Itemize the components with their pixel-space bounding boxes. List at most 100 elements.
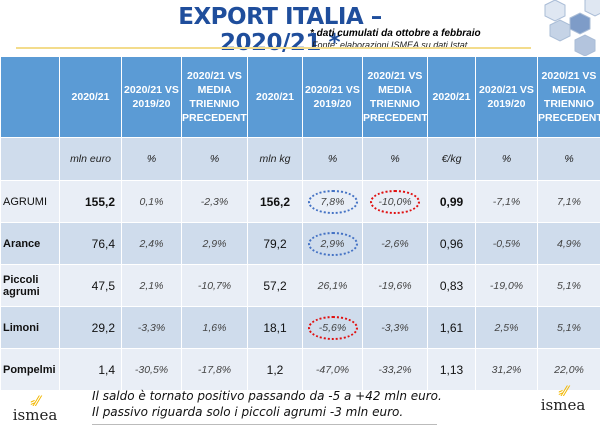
cell-value: 2,9%: [202, 237, 227, 250]
data-cell: 2,4%: [121, 222, 182, 265]
data-cell: -3,3%: [362, 306, 428, 349]
data-cell: 47,5: [59, 264, 122, 307]
ismea-logo-left: ⸗⁄⁄ ismea: [10, 394, 60, 424]
data-cell: 1,4: [59, 348, 122, 391]
data-cell: -33,2%: [362, 348, 428, 391]
data-cell: -19,6%: [362, 264, 428, 307]
data-cell: 2,9%: [181, 222, 248, 265]
cell-value: -19,0%: [489, 279, 524, 292]
data-cell: 155,2: [59, 180, 122, 223]
cell-value: 47,5: [91, 278, 115, 293]
cell-value: 1,2: [266, 362, 284, 377]
title-divider: [16, 47, 531, 49]
data-cell: 5,1%: [537, 264, 600, 307]
cell-value: 1,13: [439, 362, 464, 377]
table-row: Arance 76,4 2,4% 2,9% 79,2 2,9% -2,6% 0,96 -0,5%…: [0, 222, 600, 265]
cell-value: -2,3%: [200, 195, 229, 208]
data-cell: 26,1%: [302, 264, 363, 307]
data-cell: -2,6%: [362, 222, 428, 265]
cell-value: -7,1%: [492, 195, 521, 208]
cell-value: 156,2: [259, 194, 291, 209]
column-header: 2020/21 VS 2019/20: [121, 56, 182, 138]
data-cell: 22,0%: [537, 348, 600, 391]
data-cell: 18,1: [247, 306, 303, 349]
data-cell: 2,1%: [121, 264, 182, 307]
cell-value: 1,4: [98, 362, 115, 377]
highlight-ellipse: [307, 231, 358, 256]
logo-mark-icon: ⸗⁄⁄: [30, 394, 40, 410]
data-cell: -17,8%: [181, 348, 248, 391]
unit-cell: %: [121, 137, 182, 181]
column-header: 2020/21: [59, 56, 122, 138]
data-cell: 1,61: [427, 306, 476, 349]
column-header: 2020/21: [247, 56, 303, 138]
data-cell: -5,6%: [302, 306, 363, 349]
data-cell: 5,1%: [537, 306, 600, 349]
cell-value: -3,3%: [381, 321, 409, 334]
data-cell: 1,2: [247, 348, 303, 391]
column-header: 2020/21 VS MEDIA TRIENNIO PRECEDENTE: [537, 56, 600, 138]
unit-cell: mln euro: [59, 137, 122, 181]
column-header: 2020/21 VS MEDIA TRIENNIO PRECEDENTE: [362, 56, 435, 138]
cell-value: 18,1: [263, 320, 287, 335]
table-row: Piccoli agrumi 47,5 2,1% -10,7% 57,2 26,1% -19…: [0, 264, 600, 307]
units-row: mln euro%% mln kg%% €/kg%%: [0, 137, 600, 181]
cell-value: 5,1%: [557, 321, 581, 334]
cell-value: 0,99: [439, 194, 464, 209]
unit-cell: %: [302, 137, 363, 181]
unit-cell: %: [181, 137, 248, 181]
row-label: Arance: [0, 222, 60, 265]
unit-cell: €/kg: [427, 137, 476, 181]
row-label: Limoni: [0, 306, 60, 349]
footer-line-2: Il passivo riguarda solo i piccoli agrum…: [92, 405, 404, 419]
cell-value: 22,0%: [554, 363, 584, 376]
column-header: 2020/21 VS 2019/20: [302, 56, 363, 138]
data-cell: 1,6%: [181, 306, 248, 349]
cell-value: 155,2: [84, 194, 115, 209]
row-label: AGRUMI: [0, 180, 60, 223]
data-cell: 76,4: [59, 222, 122, 265]
data-cell: -2,3%: [181, 180, 248, 223]
data-cell: -30,5%: [121, 348, 182, 391]
cell-value: -17,8%: [197, 363, 232, 376]
header-row: 2020/21 2020/21 VS 2019/20 2020/21 VS MEDI…: [0, 56, 600, 138]
row-label: Pompelmi: [0, 348, 60, 391]
data-cell: -10,7%: [181, 264, 248, 307]
data-cell: 2,9%: [302, 222, 363, 265]
data-cell: 79,2: [247, 222, 303, 265]
table-row: Pompelmi 1,4 -30,5% -17,8% 1,2 -47,0% -33,2% 1,…: [0, 348, 600, 391]
cell-value: 57,2: [263, 278, 287, 293]
source-note: Fonte: elaborazioni ISMEA su dati Istat: [312, 40, 468, 50]
footer-line-1: Il saldo è tornato positivo passando da …: [92, 389, 442, 403]
cell-value: 26,1%: [317, 279, 348, 292]
cell-value: -0,5%: [492, 237, 521, 250]
data-cell: -7,1%: [475, 180, 538, 223]
logo-text: ismea: [12, 406, 58, 424]
data-cell: 7,8%: [302, 180, 363, 223]
logo-text: ismea: [540, 396, 586, 414]
cell-value: -30,5%: [134, 363, 169, 376]
row-label: Piccoli agrumi: [0, 264, 60, 307]
cell-value: -19,6%: [378, 279, 412, 292]
cell-value: 0,1%: [139, 195, 164, 208]
data-cell: 1,13: [427, 348, 476, 391]
unit-cell: %: [362, 137, 428, 181]
data-cell: 0,1%: [121, 180, 182, 223]
data-cell: 0,99: [427, 180, 476, 223]
cell-value: -10,7%: [197, 279, 232, 292]
cell-value: 76,4: [91, 236, 115, 251]
hexagon-decoration-icon: [544, 0, 600, 57]
data-cell: 156,2: [247, 180, 303, 223]
cell-value: -3,3%: [137, 321, 166, 334]
data-cell: 31,2%: [475, 348, 538, 391]
cell-value: -47,0%: [315, 363, 350, 376]
column-header: 2020/21 VS MEDIA TRIENNIO PRECEDENTE: [181, 56, 254, 138]
data-cell: 0,83: [427, 264, 476, 307]
unit-cell: %: [537, 137, 600, 181]
highlight-ellipse: [307, 189, 358, 214]
data-cell: -47,0%: [302, 348, 363, 391]
cell-value: 2,1%: [139, 279, 164, 292]
cell-value: 1,61: [439, 320, 464, 335]
highlight-ellipse: [307, 315, 358, 340]
table-row: AGRUMI 155,2 0,1% -2,3% 156,2 7,8% -10,0% 0,99 -…: [0, 180, 600, 223]
